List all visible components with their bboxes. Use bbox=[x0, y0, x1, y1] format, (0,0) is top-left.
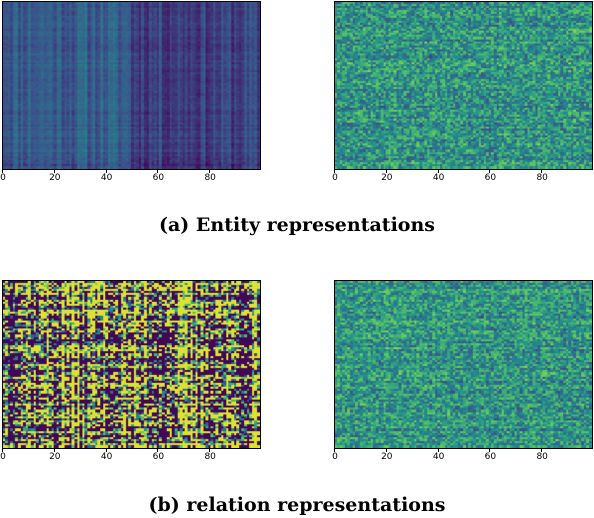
caption-relation-representations: (b) relation representations bbox=[148, 494, 446, 516]
x-tick-mark bbox=[437, 449, 439, 452]
x-tick-mark bbox=[2, 170, 3, 173]
x-tick-mark bbox=[157, 449, 159, 452]
x-tick-mark bbox=[489, 170, 491, 173]
x-tick-label: 80 bbox=[536, 452, 548, 462]
x-tick-mark bbox=[105, 170, 107, 173]
x-tick-label: 20 bbox=[49, 173, 61, 183]
x-tick-mark bbox=[209, 449, 211, 452]
x-tick-label: 60 bbox=[152, 452, 165, 462]
x-tick-mark bbox=[437, 170, 439, 173]
x-tick-mark bbox=[157, 170, 159, 173]
x-tick-mark bbox=[105, 449, 107, 452]
x-tick-label: 0 bbox=[332, 452, 338, 462]
heatmap-relation-left: 0 20 40 60 80 bbox=[0, 280, 261, 465]
x-tick-mark bbox=[53, 170, 55, 173]
x-tick-label: 40 bbox=[432, 452, 445, 462]
x-tick-label: 60 bbox=[484, 173, 497, 183]
heatmap-canvas bbox=[334, 1, 593, 170]
x-tick-mark bbox=[385, 170, 387, 173]
x-tick-mark bbox=[489, 449, 491, 452]
x-tick-label: 80 bbox=[204, 173, 216, 183]
x-tick-label: 80 bbox=[536, 173, 548, 183]
x-tick-mark bbox=[53, 449, 55, 452]
x-tick-label: 60 bbox=[484, 452, 497, 462]
x-tick-label: 80 bbox=[204, 452, 216, 462]
heatmap-canvas bbox=[334, 280, 593, 449]
heatmap-entity-left: 0 20 40 60 80 bbox=[0, 1, 261, 186]
x-tick-mark bbox=[541, 449, 543, 452]
caption-entity-representations: (a) Entity representations bbox=[159, 214, 435, 236]
x-tick-mark bbox=[334, 449, 335, 452]
x-tick-label: 40 bbox=[432, 173, 445, 183]
x-tick-label: 0 bbox=[332, 173, 338, 183]
x-tick-label: 40 bbox=[100, 452, 113, 462]
x-tick-label: 0 bbox=[0, 452, 6, 462]
x-tick-label: 0 bbox=[0, 173, 6, 183]
x-tick-mark bbox=[2, 449, 3, 452]
x-tick-mark bbox=[385, 449, 387, 452]
x-tick-mark bbox=[541, 170, 543, 173]
x-tick-label: 20 bbox=[381, 452, 393, 462]
heatmap-canvas bbox=[2, 1, 261, 170]
x-tick-mark bbox=[209, 170, 211, 173]
x-tick-label: 40 bbox=[100, 173, 113, 183]
x-tick-label: 20 bbox=[49, 452, 61, 462]
heatmap-relation-right: 0 20 40 60 80 bbox=[332, 280, 593, 465]
x-tick-label: 20 bbox=[381, 173, 393, 183]
heatmap-canvas bbox=[2, 280, 261, 449]
x-tick-mark bbox=[334, 170, 335, 173]
heatmap-entity-right: 0 20 40 60 80 bbox=[332, 1, 593, 186]
x-tick-label: 60 bbox=[152, 173, 165, 183]
